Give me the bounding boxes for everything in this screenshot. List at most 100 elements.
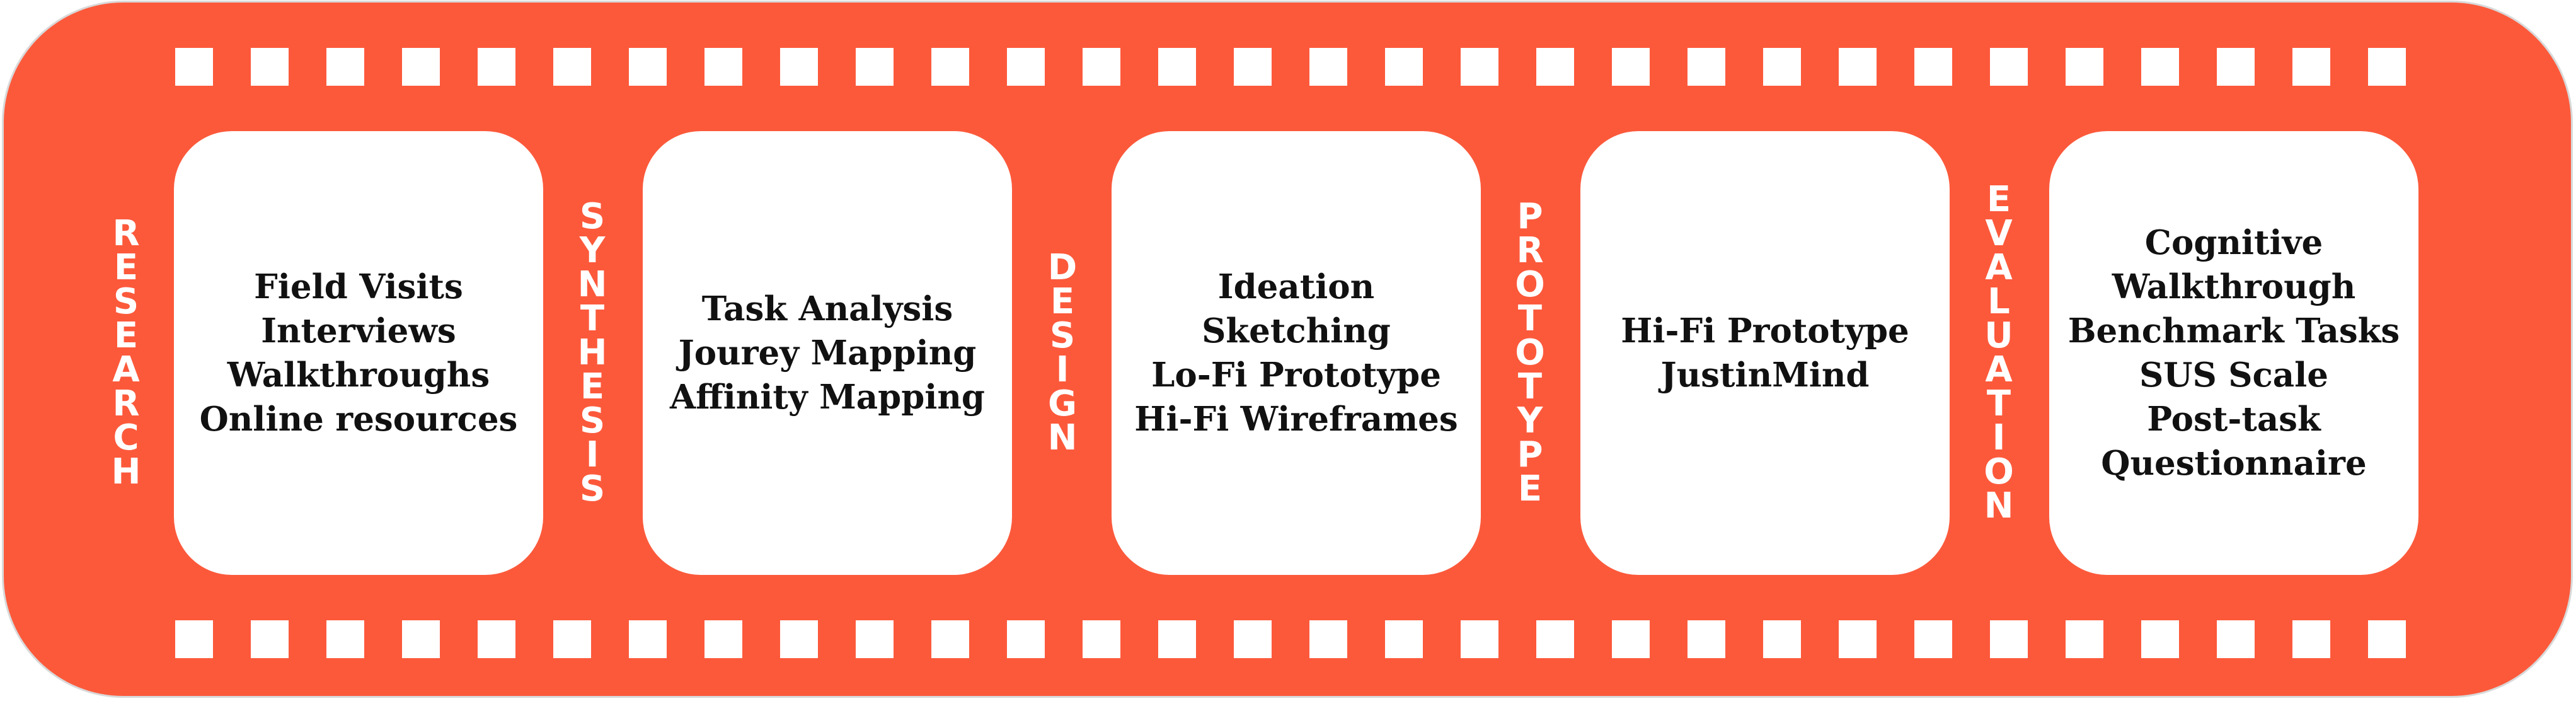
stage-letter: A <box>112 349 140 390</box>
stage-letter: D <box>1047 247 1078 288</box>
sprocket-hole <box>1007 620 1045 658</box>
sprocket-hole <box>1385 48 1423 86</box>
sprocket-hole <box>553 620 591 658</box>
sprocket-hole <box>704 48 742 86</box>
card-item-list: Cognitive Walkthrough Benchmark Tasks SUS S… <box>2068 221 2400 485</box>
sprocket-hole <box>2066 620 2103 658</box>
stage-letter: H <box>577 332 607 373</box>
sprocket-hole <box>1234 620 1272 658</box>
stage-letter: E <box>1986 179 2011 220</box>
stage-letter: R <box>1516 230 1544 271</box>
card-item: Questionnaire <box>2101 444 2367 483</box>
stage-letter: E <box>1517 468 1543 509</box>
sprocket-hole <box>1536 48 1574 86</box>
stage-letter: O <box>1515 264 1545 305</box>
sprocket-hole <box>1083 620 1120 658</box>
stage-letter: P <box>1517 196 1543 237</box>
card-item: Hi-Fi Wireframes <box>1134 400 1458 439</box>
sprocket-hole <box>2368 48 2406 86</box>
sprocket-hole <box>402 48 440 86</box>
sprocket-hole <box>2292 620 2330 658</box>
sprocket-hole <box>251 48 289 86</box>
sprocket-hole <box>478 620 515 658</box>
sprocket-hole <box>780 620 818 658</box>
sprocket-hole <box>629 620 667 658</box>
stage-letter: N <box>577 264 607 305</box>
sprocket-hole <box>2292 48 2330 86</box>
sprocket-hole <box>2141 48 2179 86</box>
card-item: JustinMind <box>1660 356 1870 395</box>
sprocket-hole <box>1990 620 2028 658</box>
stage-letter: O <box>1984 451 2014 492</box>
sprocket-hole <box>1914 620 1952 658</box>
stage-letter: G <box>1048 383 1077 424</box>
sprocket-hole <box>1536 620 1574 658</box>
stage-letter: R <box>112 383 140 424</box>
sprocket-hole <box>1612 620 1650 658</box>
stage-letter: O <box>1515 332 1545 373</box>
card-item: Lo-Fi Prototype <box>1151 356 1441 395</box>
sprocket-hole <box>1158 48 1196 86</box>
sprocket-hole <box>1309 620 1347 658</box>
stage-letter: T <box>1986 383 2011 424</box>
stage-letter: S <box>579 400 606 441</box>
stage-letter: U <box>1984 315 2013 356</box>
sprocket-hole <box>1839 48 1877 86</box>
sprocket-hole <box>2217 620 2255 658</box>
sprocket-holes-top <box>4 48 2571 86</box>
stage-letter: A <box>1985 247 2013 288</box>
sprocket-hole <box>856 620 894 658</box>
card-item: Affinity Mapping <box>669 378 985 417</box>
sprocket-holes-bottom <box>4 620 2571 658</box>
card-item-list: Task Analysis Jourey Mapping Affinity Mapp… <box>670 287 985 419</box>
card-prototype: Hi-Fi Prototype JustinMind <box>1580 131 1950 575</box>
stage-letter: E <box>113 315 139 356</box>
sprocket-hole <box>553 48 591 86</box>
sprocket-hole <box>1007 48 1045 86</box>
card-research: Field Visits Interviews Walkthroughs Online… <box>174 131 543 575</box>
stage-letter: E <box>580 366 605 407</box>
sprocket-hole <box>251 620 289 658</box>
card-item: Post-task <box>2147 400 2321 439</box>
stage-letter: S <box>1049 315 1076 356</box>
card-item-list: Hi-Fi Prototype JustinMind <box>1621 309 1909 397</box>
card-evaluation: Cognitive Walkthrough Benchmark Tasks SUS S… <box>2049 131 2418 575</box>
stage-letter: A <box>1985 349 2013 390</box>
sprocket-hole <box>1612 48 1650 86</box>
sprocket-hole <box>1461 48 1498 86</box>
sprocket-hole <box>2368 620 2406 658</box>
sprocket-hole <box>1990 48 2028 86</box>
card-item: SUS Scale <box>2139 356 2328 395</box>
card-item: Field Visits <box>254 267 463 306</box>
sprocket-hole <box>1309 48 1347 86</box>
stage-letter: R <box>112 213 140 254</box>
sprocket-hole <box>1158 620 1196 658</box>
stage-letter: Y <box>579 230 606 271</box>
stage-letter: C <box>113 417 139 458</box>
stage-letter: T <box>1517 366 1543 407</box>
stage-letter: I <box>585 434 599 475</box>
sprocket-hole <box>1385 620 1423 658</box>
sprocket-hole <box>175 620 213 658</box>
sprocket-hole <box>1839 620 1877 658</box>
sprocket-hole <box>2066 48 2103 86</box>
stage-letter: N <box>1047 417 1078 458</box>
card-item: Walkthrough <box>2112 267 2356 306</box>
stage-letter: S <box>113 281 139 322</box>
card-item: Cognitive <box>2144 223 2323 262</box>
stage-letter: E <box>113 247 139 288</box>
sprocket-hole <box>1763 48 1801 86</box>
sprocket-hole <box>175 48 213 86</box>
sprocket-hole <box>1688 620 1725 658</box>
stage-letter: E <box>1050 281 1075 322</box>
sprocket-hole <box>780 48 818 86</box>
sprocket-hole <box>1234 48 1272 86</box>
stage-letter: H <box>111 451 141 492</box>
sprocket-hole <box>2141 620 2179 658</box>
stage-letter: T <box>1517 298 1543 339</box>
